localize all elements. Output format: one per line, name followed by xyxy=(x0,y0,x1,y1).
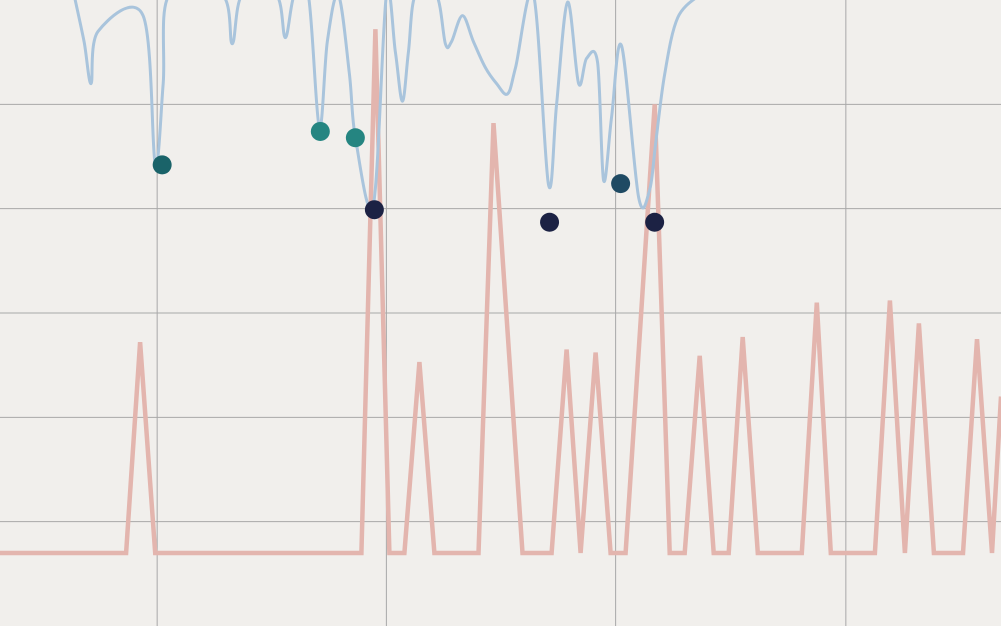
series-line-spikes xyxy=(0,29,1001,556)
data-point-marker xyxy=(310,121,330,141)
data-point-marker xyxy=(645,212,665,232)
data-point-marker xyxy=(152,155,172,175)
data-point-marker xyxy=(611,174,631,194)
markers-group xyxy=(152,121,665,232)
series-group xyxy=(0,0,1001,556)
series-line-curve xyxy=(73,0,696,211)
data-point-marker xyxy=(540,212,560,232)
data-point-marker xyxy=(345,128,365,148)
data-point-marker xyxy=(364,200,384,220)
